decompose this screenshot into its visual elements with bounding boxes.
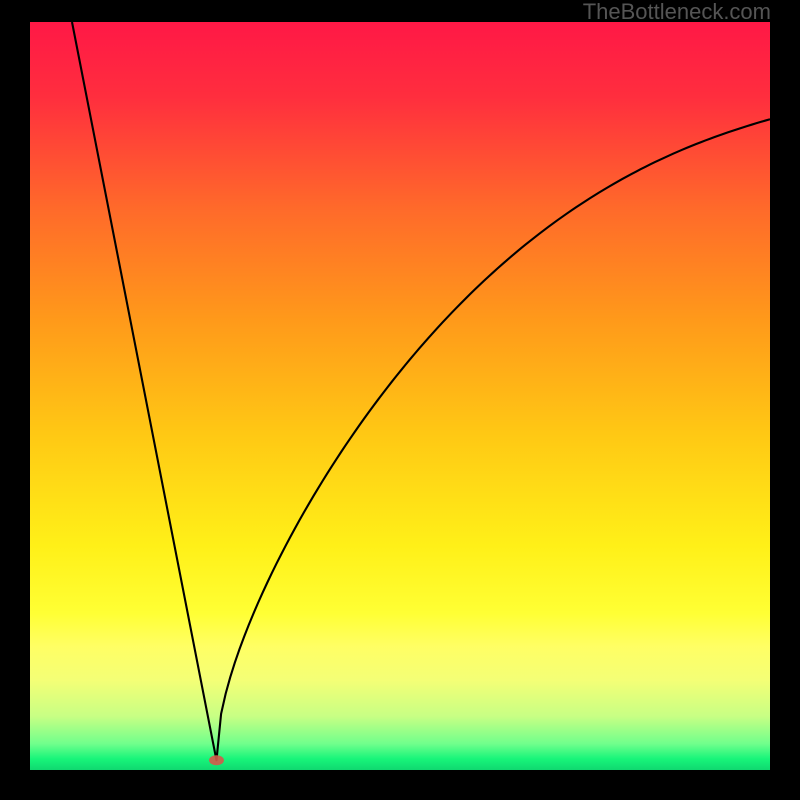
bottleneck-chart: [0, 0, 800, 800]
chart-container: TheBottleneck.com: [0, 0, 800, 800]
optimum-marker: [209, 755, 224, 765]
watermark-text: TheBottleneck.com: [583, 0, 771, 25]
plot-area: [30, 22, 770, 770]
